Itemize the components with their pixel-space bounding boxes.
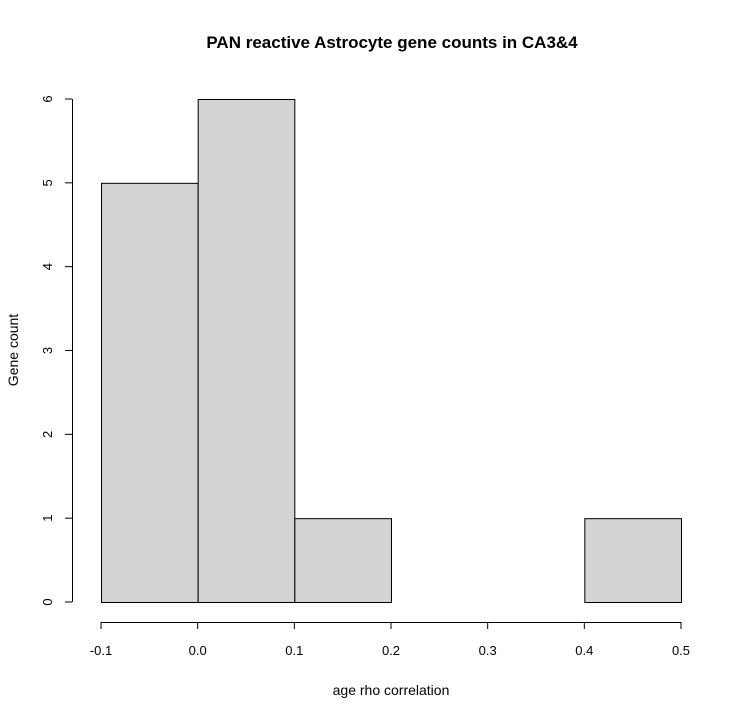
- y-tick-label: 6: [40, 95, 55, 102]
- y-tick-label: 5: [40, 179, 55, 186]
- x-tick-label: 0.1: [285, 643, 303, 658]
- y-tick-label: 1: [40, 515, 55, 522]
- x-tick-label: 0.0: [189, 643, 207, 658]
- histogram-bar-1: [197, 99, 296, 603]
- x-tick-label: 0.4: [575, 643, 593, 658]
- x-axis: -0.1 0.0 0.1 0.2 0.3 0.4 0.5: [90, 622, 690, 658]
- histogram-bar-0: [101, 182, 199, 603]
- x-tick-label: 0.5: [672, 643, 690, 658]
- y-tick-label: 4: [40, 263, 55, 270]
- histogram-bar-5: [584, 518, 682, 604]
- x-tick-label: -0.1: [90, 643, 112, 658]
- histogram-bar-2: [294, 518, 393, 604]
- x-tick-label: 0.2: [382, 643, 400, 658]
- y-tick-label: 3: [40, 347, 55, 354]
- chart-title: PAN reactive Astrocyte gene counts in CA…: [206, 33, 578, 52]
- y-tick-label: 0: [40, 598, 55, 605]
- bars-group: [101, 99, 682, 604]
- y-tick-label: 2: [40, 431, 55, 438]
- x-tick-label: 0.3: [479, 643, 497, 658]
- y-axis: 0 1 2 3 4 5 6: [40, 95, 73, 606]
- x-axis-label: age rho correlation: [333, 682, 450, 698]
- y-axis-label: Gene count: [5, 314, 21, 386]
